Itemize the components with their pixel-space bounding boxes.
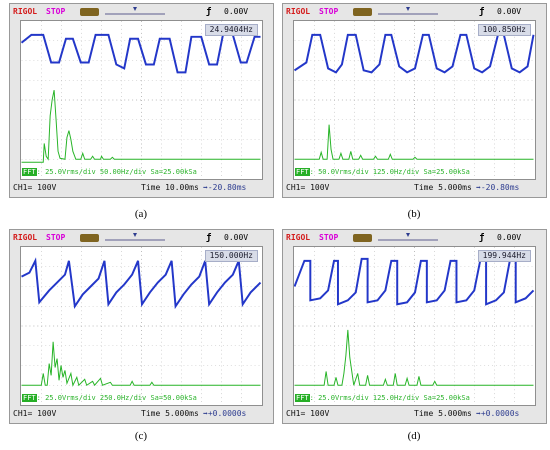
trigger-position-icon bbox=[105, 233, 165, 241]
run-state[interactable]: STOP bbox=[319, 233, 339, 242]
scope-grid bbox=[294, 21, 535, 179]
panel-a: RIGOL STOP ƒ 0.00V 24.9404Hz FFT: 25.0Vr… bbox=[9, 3, 274, 220]
channel-1-scale[interactable]: CH1= 100V bbox=[286, 409, 330, 418]
figure-caption-d: (d) bbox=[407, 430, 421, 442]
frequency-readout: 24.9404Hz bbox=[204, 24, 258, 36]
fft-trace bbox=[294, 329, 534, 386]
scope-grid bbox=[21, 21, 262, 179]
brand-label: RIGOL bbox=[13, 233, 38, 242]
trigger-level: 0.00V bbox=[497, 233, 522, 242]
frequency-value: 100.850Hz bbox=[482, 25, 526, 34]
brand-label: RIGOL bbox=[286, 7, 311, 16]
memory-icon bbox=[353, 234, 372, 242]
run-state[interactable]: STOP bbox=[46, 233, 66, 242]
timebase-readout: Time 10.00ms bbox=[141, 183, 199, 192]
channel-1-trace bbox=[21, 257, 262, 310]
scope-window: RIGOL STOP ƒ 0.00V 150.000Hz FFT: 25.0Vr… bbox=[9, 229, 274, 424]
bottom-bar: CH1= 100V Time 5.000ms ➡-20.80ms bbox=[283, 179, 548, 197]
fft-settings: 25.0Vrms/div 125.0Hz/div Sa=25.00kSa bbox=[318, 394, 470, 402]
figure-caption-c: (c) bbox=[134, 430, 148, 442]
bottom-bar: CH1= 100V Time 5.000ms ➡+0.0000s bbox=[10, 405, 275, 423]
fft-info: FFT: 25.0Vrms/div 125.0Hz/div Sa=25.00kS… bbox=[295, 394, 470, 402]
frequency-readout: 100.850Hz bbox=[477, 24, 531, 36]
brand-label: RIGOL bbox=[286, 233, 311, 242]
brand-label: RIGOL bbox=[13, 7, 38, 16]
waveform-display: 24.9404Hz FFT: 25.0Vrms/div 50.00Hz/div … bbox=[20, 20, 263, 180]
timebase-readout: Time 5.000ms bbox=[414, 183, 472, 192]
trigger-edge-icon: ƒ bbox=[479, 233, 485, 243]
timebase-readout: Time 5.000ms bbox=[141, 409, 199, 418]
frequency-value: 24.9404Hz bbox=[209, 25, 253, 34]
top-bar: RIGOL STOP ƒ 0.00V bbox=[10, 230, 275, 246]
figure-caption-b: (b) bbox=[407, 208, 421, 220]
trigger-edge-icon: ƒ bbox=[206, 233, 212, 243]
trigger-level: 0.00V bbox=[224, 7, 249, 16]
trigger-level: 0.00V bbox=[224, 233, 249, 242]
fft-settings: 50.0Vrms/div 125.0Hz/div Sa=25.00kSa bbox=[318, 168, 470, 176]
channel-1-scale[interactable]: CH1= 100V bbox=[13, 409, 57, 418]
fft-tag: FFT bbox=[295, 168, 310, 176]
fft-info: FFT: 50.0Vrms/div 125.0Hz/div Sa=25.00kS… bbox=[295, 168, 470, 176]
channel-1-scale[interactable]: CH1= 100V bbox=[286, 183, 330, 192]
memory-icon bbox=[80, 234, 99, 242]
trigger-offset: ➡+0.0000s bbox=[203, 409, 247, 418]
top-bar: RIGOL STOP ƒ 0.00V bbox=[283, 230, 548, 246]
panel-c: RIGOL STOP ƒ 0.00V 150.000Hz FFT: 25.0Vr… bbox=[9, 229, 274, 442]
figure-caption-a: (a) bbox=[134, 208, 148, 220]
waveform-display: 199.944Hz FFT: 25.0Vrms/div 125.0Hz/div … bbox=[293, 246, 536, 406]
frequency-readout: 199.944Hz bbox=[477, 250, 531, 262]
channel-1-trace bbox=[294, 257, 535, 306]
scope-window: RIGOL STOP ƒ 0.00V 199.944Hz FFT: 25.0Vr… bbox=[282, 229, 547, 424]
trigger-edge-icon: ƒ bbox=[206, 7, 212, 17]
fft-settings: 25.0Vrms/div 50.00Hz/div Sa=25.00kSa bbox=[45, 168, 197, 176]
bottom-bar: CH1= 100V Time 10.00ms ➡-20.80ms bbox=[10, 179, 275, 197]
scope-grid bbox=[21, 247, 262, 405]
trigger-offset: ➡-20.80ms bbox=[203, 183, 247, 192]
frequency-readout: 150.000Hz bbox=[204, 250, 258, 262]
fft-trace bbox=[21, 90, 261, 163]
trigger-edge-icon: ƒ bbox=[479, 7, 485, 17]
timebase-readout: Time 5.000ms bbox=[414, 409, 472, 418]
top-bar: RIGOL STOP ƒ 0.00V bbox=[283, 4, 548, 20]
channel-1-scale[interactable]: CH1= 100V bbox=[13, 183, 57, 192]
bottom-bar: CH1= 100V Time 5.000ms ➡+0.0000s bbox=[283, 405, 548, 423]
fft-tag: FFT bbox=[22, 168, 37, 176]
trigger-position-icon bbox=[378, 233, 438, 241]
waveform-display: 150.000Hz FFT: 25.0Vrms/div 250.0Hz/div … bbox=[20, 246, 263, 406]
frequency-value: 199.944Hz bbox=[482, 251, 526, 260]
frequency-value: 150.000Hz bbox=[209, 251, 253, 260]
fft-info: FFT: 25.0Vrms/div 250.0Hz/div Sa=50.00kS… bbox=[22, 394, 197, 402]
memory-icon bbox=[80, 8, 99, 16]
panel-b: RIGOL STOP ƒ 0.00V 100.850Hz FFT: 50.0Vr… bbox=[282, 3, 547, 220]
scope-window: RIGOL STOP ƒ 0.00V 100.850Hz FFT: 50.0Vr… bbox=[282, 3, 547, 198]
fft-tag: FFT bbox=[295, 394, 310, 402]
run-state[interactable]: STOP bbox=[319, 7, 339, 16]
trigger-offset: ➡+0.0000s bbox=[476, 409, 520, 418]
fft-trace bbox=[21, 341, 261, 387]
trigger-level: 0.00V bbox=[497, 7, 522, 16]
channel-1-trace bbox=[294, 33, 535, 74]
panel-d: RIGOL STOP ƒ 0.00V 199.944Hz FFT: 25.0Vr… bbox=[282, 229, 547, 442]
fft-info: FFT: 25.0Vrms/div 50.00Hz/div Sa=25.00kS… bbox=[22, 168, 197, 176]
trigger-position-icon bbox=[105, 7, 165, 15]
memory-icon bbox=[353, 8, 372, 16]
scope-window: RIGOL STOP ƒ 0.00V 24.9404Hz FFT: 25.0Vr… bbox=[9, 3, 274, 198]
run-state[interactable]: STOP bbox=[46, 7, 66, 16]
scope-grid bbox=[294, 247, 535, 405]
trigger-position-icon bbox=[378, 7, 438, 15]
fft-settings: 25.0Vrms/div 250.0Hz/div Sa=50.00kSa bbox=[45, 394, 197, 402]
trigger-offset: ➡-20.80ms bbox=[476, 183, 520, 192]
fft-trace bbox=[294, 124, 534, 160]
waveform-display: 100.850Hz FFT: 50.0Vrms/div 125.0Hz/div … bbox=[293, 20, 536, 180]
top-bar: RIGOL STOP ƒ 0.00V bbox=[10, 4, 275, 20]
fft-tag: FFT bbox=[22, 394, 37, 402]
